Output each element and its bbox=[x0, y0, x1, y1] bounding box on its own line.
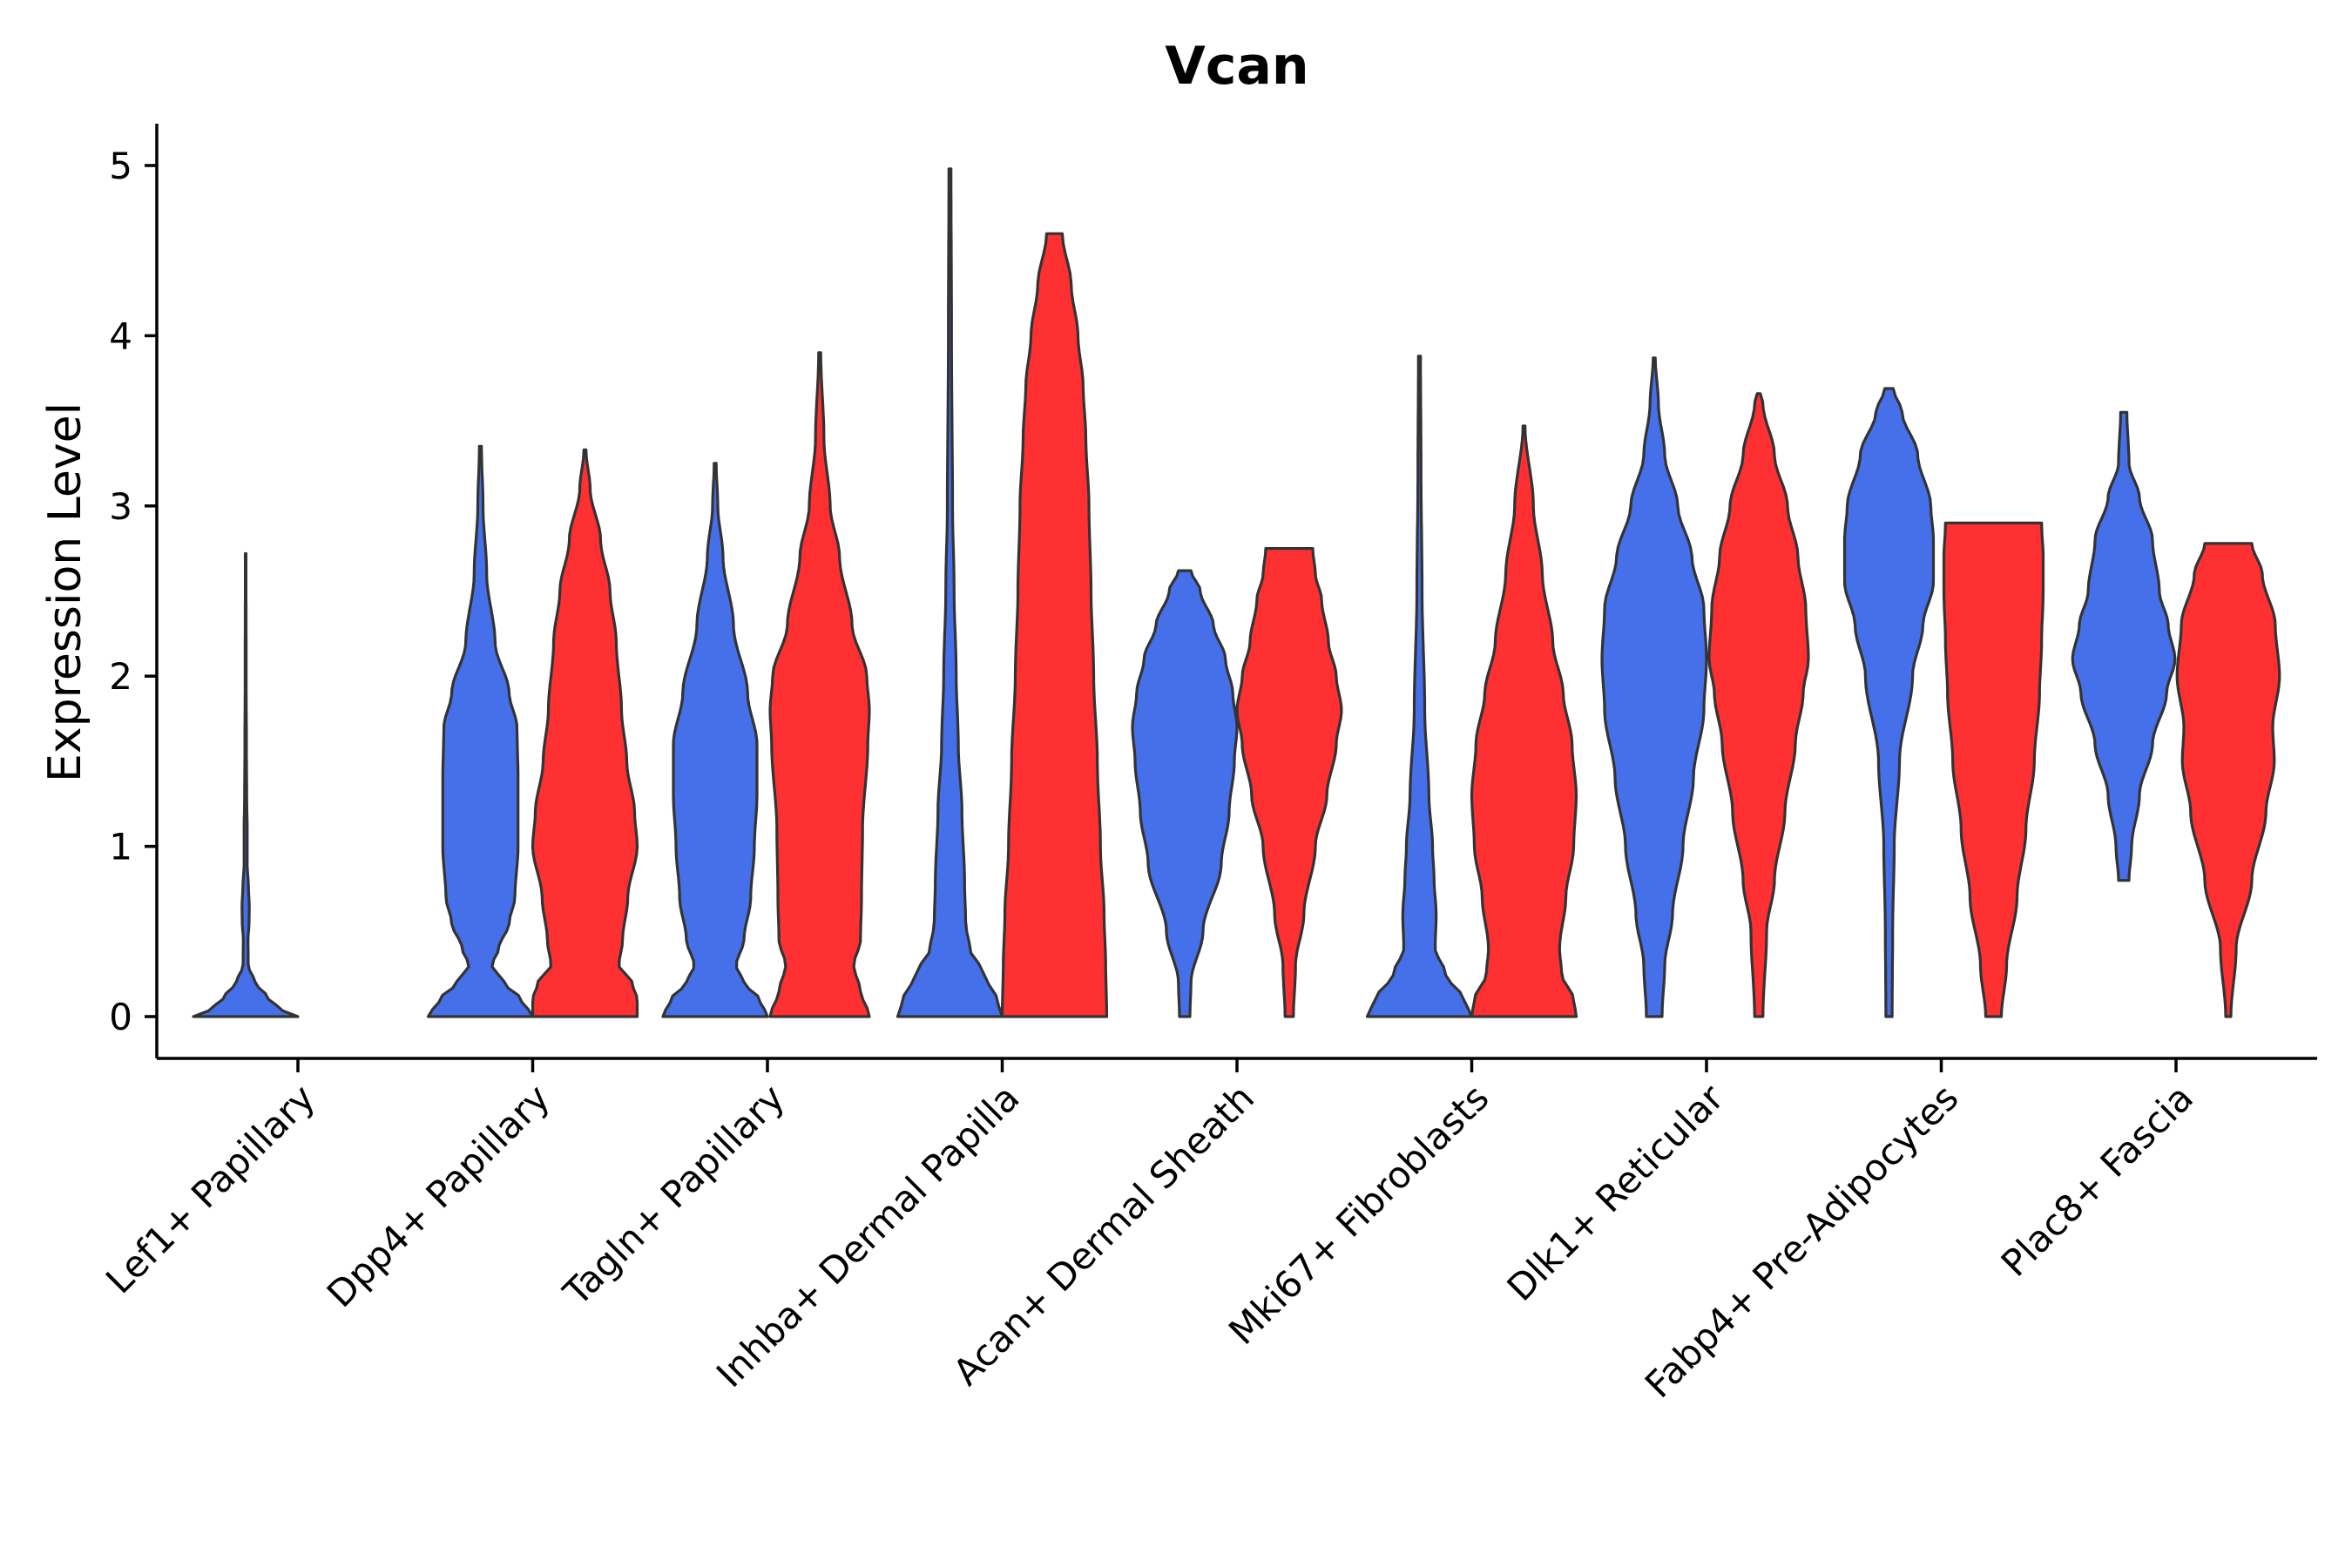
y-tick-label: 5 bbox=[109, 145, 132, 187]
violin-red-6 bbox=[1707, 392, 1810, 1018]
x-tick-label: Plac8+ Fascia bbox=[1993, 1076, 2201, 1284]
x-tick-label: Dpp4+ Papillary bbox=[319, 1076, 558, 1315]
x-tick-label: Dlk1+ Reticular bbox=[1499, 1076, 1733, 1309]
y-tick-label: 4 bbox=[109, 314, 132, 357]
violin-blue-5 bbox=[1365, 355, 1474, 1018]
y-tick-label: 0 bbox=[109, 996, 132, 1038]
y-axis-label: Expression Level bbox=[39, 402, 91, 782]
violin-blue-0 bbox=[192, 551, 300, 1018]
violin-blue-6 bbox=[1600, 356, 1708, 1018]
chart-title: Vcan bbox=[1165, 36, 1308, 97]
x-tick-label: Lef1+ Papillary bbox=[98, 1076, 323, 1301]
x-tick-label: Tagln+ Papillary bbox=[555, 1076, 793, 1314]
violins-layer bbox=[192, 167, 2281, 1018]
violin-blue-7 bbox=[1842, 387, 1936, 1018]
violin-blue-8 bbox=[2071, 410, 2177, 882]
violin-blue-4 bbox=[1131, 569, 1239, 1018]
violin-red-8 bbox=[2175, 542, 2281, 1018]
y-tick-label: 2 bbox=[109, 655, 132, 698]
violin-blue-2 bbox=[661, 462, 769, 1018]
violin-blue-3 bbox=[896, 167, 1004, 1018]
violin-red-1 bbox=[531, 448, 639, 1018]
y-tick-label: 1 bbox=[109, 826, 132, 868]
violin-red-4 bbox=[1235, 547, 1343, 1018]
violin-red-2 bbox=[768, 351, 871, 1018]
x-tick-label: Mki67+ Fibroblasts bbox=[1220, 1076, 1497, 1352]
y-tick-label: 3 bbox=[109, 485, 132, 528]
violin-red-5 bbox=[1470, 424, 1578, 1018]
violin-red-7 bbox=[1942, 521, 2045, 1018]
violin-red-3 bbox=[1000, 232, 1109, 1018]
violin-blue-1 bbox=[426, 444, 535, 1018]
